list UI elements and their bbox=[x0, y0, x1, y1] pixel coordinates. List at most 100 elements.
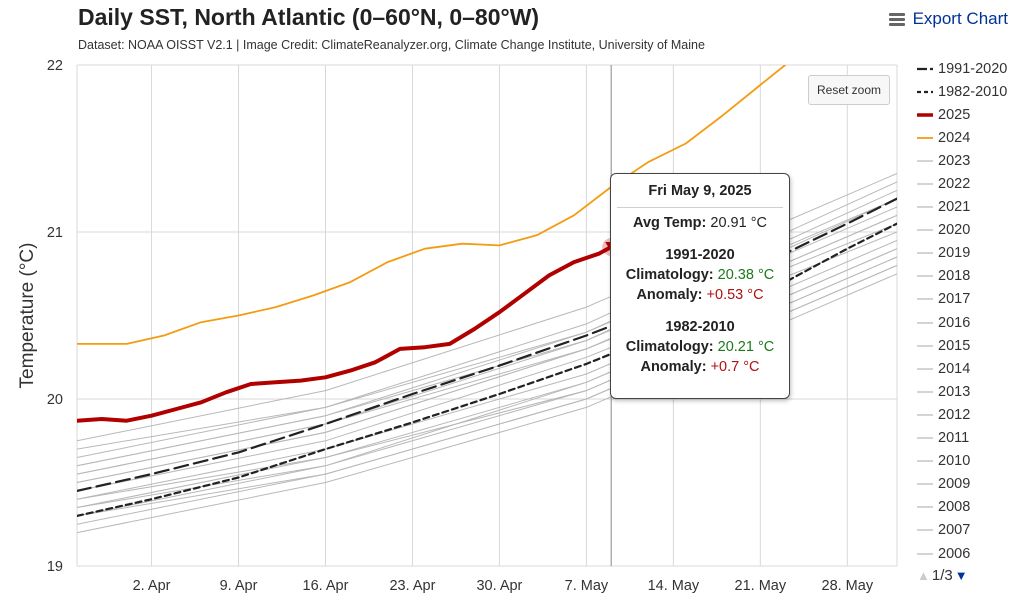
legend-label: 2022 bbox=[938, 176, 971, 193]
legend-item-2015[interactable]: 2015 bbox=[917, 334, 1024, 357]
chart-legend: 1991-2020 1982-2010 2025 2024 2023 2022 2021 20… bbox=[917, 57, 1024, 565]
legend-label: 1982-2010 bbox=[938, 83, 1008, 100]
tooltip-block1-title: 1991-2020 bbox=[665, 247, 735, 263]
legend-label: 2015 bbox=[938, 337, 971, 354]
tooltip-avg-value: 20.91 °C bbox=[710, 215, 767, 231]
x-tick-label: 14. May bbox=[648, 578, 700, 594]
legend-item-1982-2010[interactable]: 1982-2010 bbox=[917, 80, 1024, 103]
reset-zoom-button[interactable]: Reset zoom bbox=[808, 75, 890, 105]
tooltip-block2-anom: +0.7 °C bbox=[710, 359, 760, 375]
legend-label: 2007 bbox=[938, 522, 971, 539]
triangle-up-icon[interactable]: ▲ bbox=[917, 568, 930, 583]
legend-item-2014[interactable]: 2014 bbox=[917, 357, 1024, 380]
legend-swatch bbox=[917, 483, 933, 485]
tooltip-block2-clim: 20.21 °C bbox=[717, 339, 775, 355]
legend-page-indicator: 1/3 bbox=[931, 567, 953, 584]
legend-swatch bbox=[917, 321, 933, 324]
y-tick-label: 22 bbox=[47, 58, 63, 74]
legend-swatch bbox=[917, 67, 933, 70]
legend-swatch bbox=[917, 506, 933, 508]
x-tick-label: 16. Apr bbox=[303, 578, 349, 594]
legend-swatch bbox=[917, 368, 933, 370]
legend-label: 2013 bbox=[938, 383, 971, 400]
triangle-down-icon[interactable]: ▼ bbox=[954, 568, 968, 583]
tooltip-block1-anom-row: Anomaly: +0.53 °C bbox=[611, 287, 789, 304]
legend-pager: ▲ 1/3 ▼ bbox=[917, 567, 968, 584]
legend-swatch bbox=[917, 391, 933, 393]
legend-item-2009[interactable]: 2009 bbox=[917, 473, 1024, 496]
legend-label: 2020 bbox=[938, 222, 971, 239]
tooltip-block2-anom-row: Anomaly: +0.7 °C bbox=[611, 359, 789, 376]
chart-tooltip: Fri May 9, 2025 Avg Temp: 20.91 °C 1991-… bbox=[610, 173, 790, 399]
x-tick-label: 2. Apr bbox=[133, 578, 171, 594]
legend-item-2020[interactable]: 2020 bbox=[917, 219, 1024, 242]
tooltip-block1-clim-row: Climatology: 20.38 °C bbox=[611, 267, 789, 284]
legend-label: 2025 bbox=[938, 106, 971, 123]
legend-swatch bbox=[917, 345, 933, 347]
legend-item-2024[interactable]: 2024 bbox=[917, 126, 1024, 149]
legend-label: 1991-2020 bbox=[938, 60, 1008, 77]
legend-swatch bbox=[917, 229, 933, 231]
x-tick-label: 30. Apr bbox=[476, 578, 522, 594]
legend-item-2006[interactable]: 2006 bbox=[917, 542, 1024, 565]
chart-title: Daily SST, North Atlantic (0–60°N, 0–80°… bbox=[78, 4, 540, 30]
legend-item-2021[interactable]: 2021 bbox=[917, 196, 1024, 219]
tooltip-block2-clim-row: Climatology: 20.21 °C bbox=[611, 339, 789, 356]
x-tick-label: 28. May bbox=[822, 578, 874, 594]
y-tick-label: 20 bbox=[47, 392, 63, 408]
legend-item-2012[interactable]: 2012 bbox=[917, 403, 1024, 426]
legend-label: 2010 bbox=[938, 453, 971, 470]
legend-swatch bbox=[917, 136, 933, 139]
legend-label: 2016 bbox=[938, 314, 971, 331]
x-tick-label: 7. May bbox=[565, 578, 609, 594]
legend-swatch bbox=[917, 275, 933, 277]
series-line-2024 bbox=[77, 65, 787, 345]
tooltip-avg-row: Avg Temp: 20.91 °C bbox=[611, 215, 789, 232]
legend-swatch bbox=[917, 90, 933, 93]
chart-subtitle: Dataset: NOAA OISST V2.1 | Image Credit:… bbox=[78, 38, 705, 52]
legend-label: 2024 bbox=[938, 129, 971, 146]
legend-swatch bbox=[917, 252, 933, 254]
export-chart-label: Export Chart bbox=[912, 9, 1008, 28]
tooltip-avg-label: Avg Temp: bbox=[633, 215, 707, 231]
legend-item-2011[interactable]: 2011 bbox=[917, 427, 1024, 450]
legend-item-2013[interactable]: 2013 bbox=[917, 380, 1024, 403]
legend-item-2007[interactable]: 2007 bbox=[917, 519, 1024, 542]
legend-item-2010[interactable]: 2010 bbox=[917, 450, 1024, 473]
legend-item-1991-2020[interactable]: 1991-2020 bbox=[917, 57, 1024, 80]
legend-label: 2014 bbox=[938, 360, 971, 377]
legend-swatch bbox=[917, 298, 933, 301]
tooltip-divider bbox=[617, 207, 783, 208]
legend-item-2017[interactable]: 2017 bbox=[917, 288, 1024, 311]
legend-item-2018[interactable]: 2018 bbox=[917, 265, 1024, 288]
y-axis-label: Temperature (°C) bbox=[17, 243, 38, 389]
export-chart-button[interactable]: Export Chart bbox=[888, 9, 1008, 29]
x-tick-label: 9. Apr bbox=[220, 578, 258, 594]
legend-item-2025[interactable]: 2025 bbox=[917, 103, 1024, 126]
legend-swatch bbox=[917, 183, 933, 185]
legend-label: 2012 bbox=[938, 406, 971, 423]
legend-swatch bbox=[917, 414, 933, 416]
tooltip-anom-label: Anomaly: bbox=[640, 359, 707, 375]
x-tick-label: 21. May bbox=[735, 578, 787, 594]
legend-label: 2006 bbox=[938, 545, 971, 562]
tooltip-date: Fri May 9, 2025 bbox=[648, 183, 752, 199]
legend-item-2023[interactable]: 2023 bbox=[917, 149, 1024, 172]
menu-icon bbox=[888, 11, 905, 28]
y-tick-label: 21 bbox=[47, 225, 63, 241]
legend-swatch bbox=[917, 460, 933, 462]
legend-item-2008[interactable]: 2008 bbox=[917, 496, 1024, 519]
legend-item-2022[interactable]: 2022 bbox=[917, 172, 1024, 195]
legend-item-2019[interactable]: 2019 bbox=[917, 242, 1024, 265]
tooltip-block2-title: 1982-2010 bbox=[665, 319, 735, 335]
legend-label: 2017 bbox=[938, 291, 971, 308]
tooltip-clim-label: Climatology: bbox=[625, 267, 714, 283]
legend-label: 2008 bbox=[938, 499, 971, 516]
legend-label: 2021 bbox=[938, 199, 971, 216]
legend-item-2016[interactable]: 2016 bbox=[917, 311, 1024, 334]
legend-swatch bbox=[917, 206, 933, 208]
legend-swatch bbox=[917, 552, 933, 555]
tooltip-anom-label: Anomaly: bbox=[636, 287, 703, 303]
tooltip-block1-clim: 20.38 °C bbox=[717, 267, 775, 283]
legend-label: 2009 bbox=[938, 476, 971, 493]
